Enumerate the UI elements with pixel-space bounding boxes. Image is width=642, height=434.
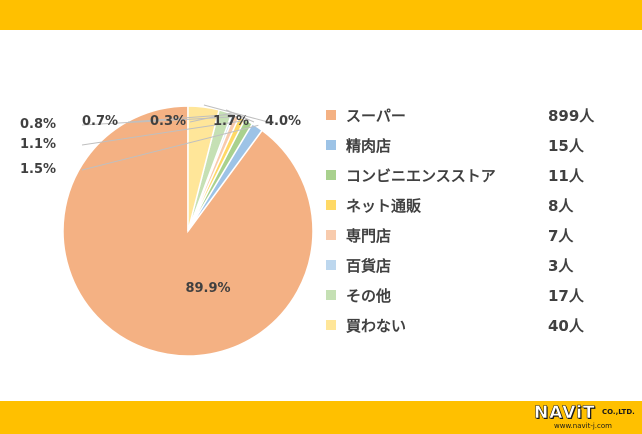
pie-chart: 89.9% 1.5% 1.1% 0.8% 0.7% 0.3% 1.7% 4.0% bbox=[20, 104, 314, 357]
legend-item: その他 17人 bbox=[326, 280, 616, 310]
legend-count: 8人 bbox=[548, 196, 574, 215]
legend-swatch bbox=[326, 170, 336, 180]
data-label: 0.3% bbox=[150, 114, 186, 129]
leader-line bbox=[189, 111, 234, 123]
logo-brand: NAViT bbox=[534, 403, 596, 424]
legend-swatch bbox=[326, 200, 336, 210]
legend-label: ネット通販 bbox=[346, 196, 422, 215]
company-logo: NAViT CO.,LTD. www.navit-j.com bbox=[534, 403, 638, 431]
legend-item: スーパー 899人 bbox=[326, 100, 616, 130]
legend-label: 百貨店 bbox=[346, 256, 392, 275]
legend-label: 専門店 bbox=[346, 226, 392, 245]
legend-label: 精肉店 bbox=[346, 136, 392, 155]
legend-swatch bbox=[326, 140, 336, 150]
bottom-banner bbox=[0, 401, 642, 434]
legend-count: 40人 bbox=[548, 316, 584, 335]
legend-count: 3人 bbox=[548, 256, 574, 275]
legend: スーパー 899人 精肉店 15人 コンビニエンスストア 11人 ネット通販 8… bbox=[326, 100, 616, 340]
legend-item: 精肉店 15人 bbox=[326, 130, 616, 160]
legend-label: 買わない bbox=[346, 316, 407, 335]
top-banner bbox=[0, 0, 642, 30]
data-label: 1.5% bbox=[20, 162, 56, 177]
legend-swatch bbox=[326, 230, 336, 240]
data-label: 89.9% bbox=[185, 281, 230, 296]
logo-url: www.navit-j.com bbox=[554, 422, 612, 430]
legend-item: 百貨店 3人 bbox=[326, 250, 616, 280]
legend-swatch bbox=[326, 320, 336, 330]
legend-count: 899人 bbox=[548, 106, 595, 125]
legend-swatch bbox=[326, 110, 336, 120]
data-label: 0.8% bbox=[20, 117, 56, 132]
legend-item: 買わない 40人 bbox=[326, 310, 616, 340]
legend-label: コンビニエンスストア bbox=[346, 166, 496, 185]
logo-suffix: CO.,LTD. bbox=[602, 408, 635, 416]
legend-count: 17人 bbox=[548, 286, 584, 305]
legend-label: スーパー bbox=[346, 106, 406, 125]
legend-count: 7人 bbox=[548, 226, 574, 245]
data-label: 4.0% bbox=[265, 114, 301, 129]
leader-line bbox=[81, 124, 259, 171]
legend-item: 専門店 7人 bbox=[326, 220, 616, 250]
legend-label: その他 bbox=[346, 286, 392, 305]
data-label: 0.7% bbox=[82, 114, 118, 129]
legend-item: コンビニエンスストア 11人 bbox=[326, 160, 616, 190]
legend-count: 15人 bbox=[548, 136, 584, 155]
leader-line bbox=[203, 104, 269, 123]
leader-line bbox=[81, 115, 243, 126]
legend-item: ネット通販 8人 bbox=[326, 190, 616, 220]
legend-swatch bbox=[326, 260, 336, 270]
chart-area: 89.9% 1.5% 1.1% 0.8% 0.7% 0.3% 1.7% 4.0% スーパー 8… bbox=[0, 30, 642, 401]
data-label: 1.1% bbox=[20, 137, 56, 152]
legend-swatch bbox=[326, 290, 336, 300]
legend-count: 11人 bbox=[548, 166, 584, 185]
data-label: 1.7% bbox=[213, 114, 249, 129]
leader-line bbox=[81, 119, 250, 146]
